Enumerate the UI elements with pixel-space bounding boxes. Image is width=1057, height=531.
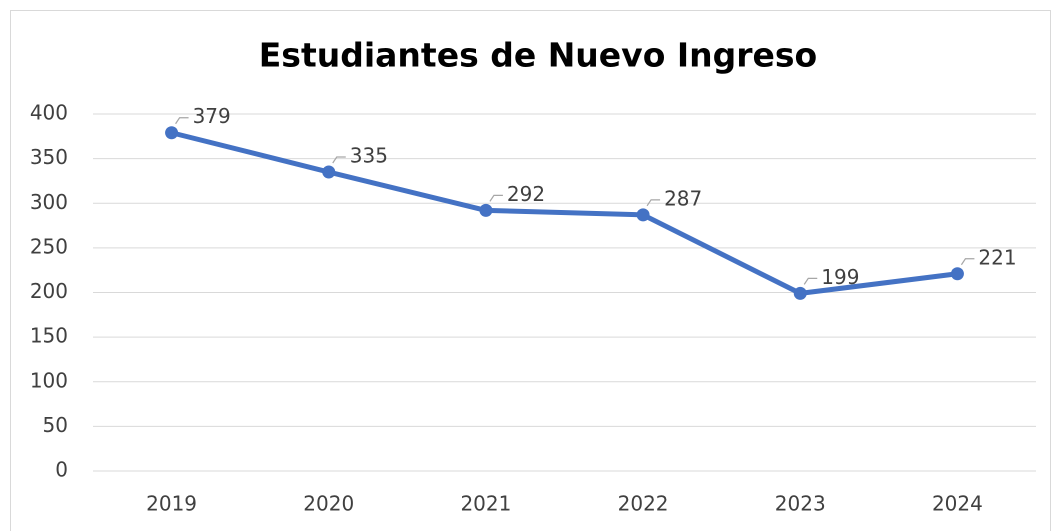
y-tick-label: 100 [30,368,68,392]
x-tick-label: 2021 [460,492,511,516]
label-leader [960,258,975,266]
data-point [950,267,964,281]
x-tick-label: 2019 [146,492,197,516]
data-label: 379 [193,104,231,128]
label-leader [489,194,503,202]
y-tick-label: 150 [30,324,68,348]
y-tick-label: 300 [30,190,68,214]
y-tick-label: 0 [55,458,68,482]
label-leader [646,199,661,207]
data-point [479,203,493,217]
y-tick-label: 400 [30,101,68,125]
chart-title: Estudiantes de Nuevo Ingreso [259,36,817,75]
label-leader [803,277,818,285]
data-label: 199 [821,265,859,289]
data-label: 292 [507,182,545,206]
data-point [322,165,336,179]
data-label: 287 [664,186,702,210]
data-label: 221 [978,245,1016,269]
x-tick-label: 2022 [618,492,669,516]
x-tick-label: 2020 [303,492,354,516]
y-tick-label: 50 [43,413,68,437]
chart-border [10,10,1051,531]
label-leader [332,156,346,164]
data-point [636,208,650,222]
y-tick-label: 350 [30,145,68,169]
data-point [793,286,807,300]
data-line [170,130,958,296]
y-tick-label: 250 [30,234,68,258]
label-leader [175,117,189,125]
x-tick-label: 2023 [775,492,826,516]
data-point [165,126,179,140]
y-tick-label: 200 [30,279,68,303]
x-tick-label: 2024 [932,492,983,516]
data-label: 335 [350,144,388,168]
